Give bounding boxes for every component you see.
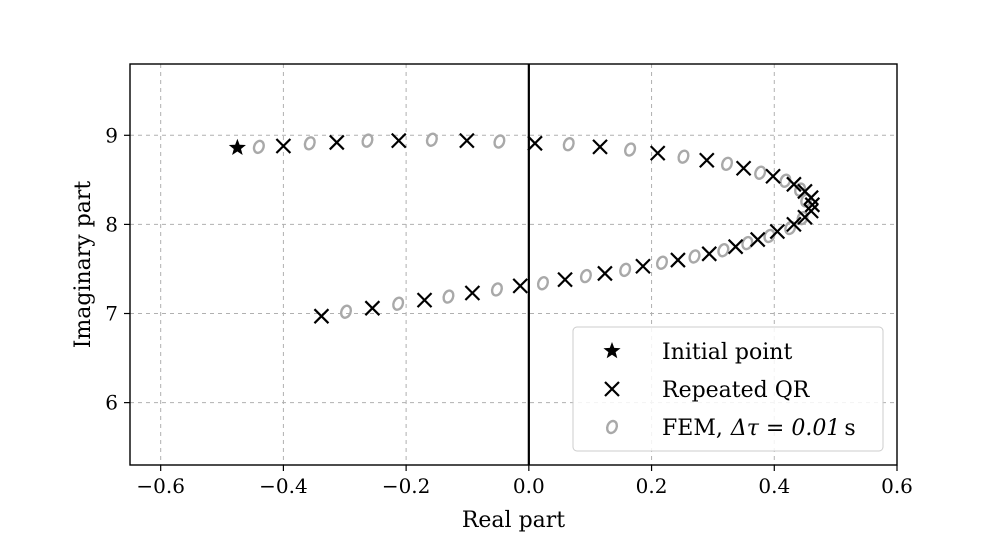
legend-repeated-qr-symbol [604, 381, 620, 397]
fem-point [763, 228, 776, 244]
legend-fem-math: Δτ = 0.01 [730, 416, 840, 441]
repeated-qr-point [459, 132, 475, 149]
fem-point [303, 136, 316, 151]
fem-series [252, 132, 813, 319]
y-tick-label: 7 [105, 302, 118, 326]
repeated-qr-point [557, 271, 573, 288]
y-tick-label: 6 [105, 391, 118, 415]
repeated-qr-point [765, 168, 781, 185]
fem-point [677, 149, 690, 164]
fem-point [717, 243, 730, 258]
fem-point [442, 289, 455, 304]
repeated-qr-point [313, 308, 330, 324]
x-axis-label: Real part [462, 508, 565, 533]
repeated-qr-point [786, 176, 802, 193]
repeated-qr-point [416, 292, 433, 308]
fem-point [624, 142, 637, 157]
plot-frame [129, 63, 898, 466]
y-tick-label: 8 [105, 212, 118, 236]
fem-point [536, 276, 550, 291]
initial-point-marker [228, 138, 246, 156]
initial-point-series [228, 138, 246, 156]
legend-repeated-qr-label: Repeated QR [662, 378, 811, 403]
repeated-qr-point [275, 138, 292, 154]
repeated-qr-point [797, 209, 813, 226]
fem-point [741, 235, 754, 251]
fem-point [720, 156, 734, 172]
x-tick-label: −0.6 [136, 474, 185, 498]
legend-fem-symbol [605, 419, 619, 435]
x-tick-label: 0.0 [513, 474, 545, 498]
x-tick-label: 0.4 [758, 474, 790, 498]
legend-fem-label: FEM, Δτ = 0.01 s [662, 416, 856, 441]
y-tick-label: 9 [105, 123, 118, 147]
repeated-qr-point [670, 252, 686, 268]
repeated-qr-point [592, 139, 608, 155]
legend-box [572, 326, 884, 452]
repeated-qr-point [727, 238, 744, 255]
legend-symbol-marker [603, 342, 621, 359]
repeated-qr-point [635, 258, 651, 275]
legend-fem-unit: s [844, 416, 855, 441]
fem-point [425, 132, 438, 147]
repeated-qr-point [597, 265, 613, 282]
repeated-qr-point [701, 246, 718, 262]
repeated-qr-point [649, 145, 666, 161]
fem-point [339, 304, 353, 319]
repeated-qr-point [749, 231, 766, 248]
legend: Initial point Repeated QR FEM, Δτ = 0.01 s [572, 326, 884, 452]
fem-point [619, 262, 632, 278]
y-axis-ticks: 6 7 8 9 [105, 123, 130, 415]
repeated-qr-point [699, 152, 715, 169]
legend-initial-point-symbol [603, 342, 621, 359]
legend-symbol-marker [605, 419, 619, 435]
fem-point [493, 134, 506, 149]
repeated-qr-point [769, 223, 786, 240]
repeated-qr-point [804, 197, 821, 213]
fem-point [779, 173, 792, 188]
legend-fem-prefix: FEM, [662, 416, 723, 441]
repeated-qr-point [786, 216, 802, 233]
fem-point [490, 282, 503, 297]
x-tick-label: −0.2 [382, 474, 431, 498]
fem-point [361, 133, 374, 148]
x-tick-label: 0.6 [881, 474, 913, 498]
fem-point [688, 249, 701, 264]
repeated-qr-point [527, 135, 543, 152]
repeated-qr-series [275, 132, 821, 324]
x-tick-label: −0.4 [259, 474, 308, 498]
repeated-qr-point [329, 134, 345, 151]
y-axis-label: Imaginary part [71, 181, 96, 349]
x-tick-label: 0.2 [636, 474, 668, 498]
fem-point [562, 136, 575, 152]
fem-point [392, 296, 405, 311]
fem-point [252, 139, 265, 155]
repeated-qr-point [390, 132, 407, 149]
legend-initial-point-label: Initial point [662, 340, 792, 365]
fem-point [754, 165, 767, 180]
repeated-qr-point [735, 160, 752, 177]
repeated-qr-point [464, 285, 481, 301]
fem-point [655, 255, 669, 270]
repeated-qr-point [364, 300, 381, 316]
repeated-qr-point [512, 278, 529, 294]
x-axis-ticks: −0.6 −0.4 −0.2 0.0 0.2 0.4 0.6 [136, 465, 913, 498]
legend-symbol-marker [604, 381, 620, 397]
fem-point [579, 268, 592, 284]
